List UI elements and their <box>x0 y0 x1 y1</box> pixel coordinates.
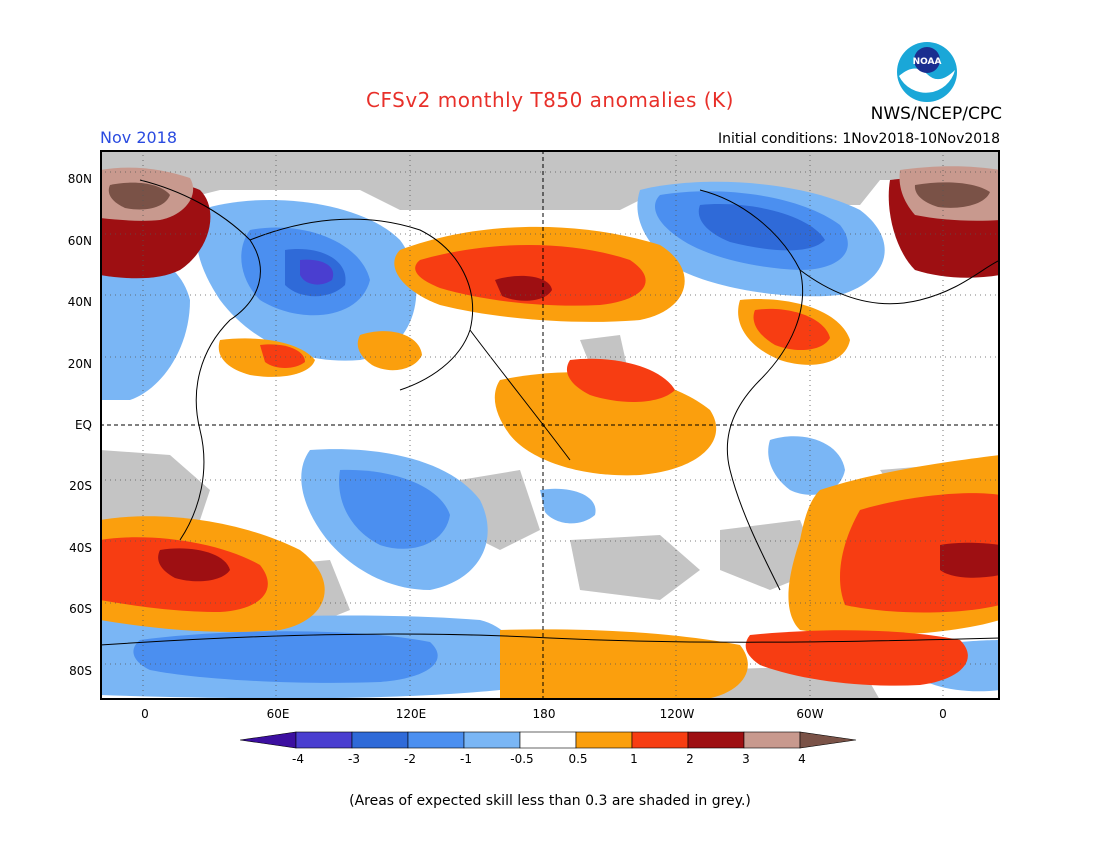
lon-label: 120W <box>659 707 695 721</box>
colorbar-swatch <box>351 731 409 749</box>
colorbar-arrow-left <box>240 731 297 749</box>
colorbar-label: 4 <box>798 752 806 766</box>
colorbar-label: 0.5 <box>568 752 588 766</box>
colorbar-swatch <box>631 731 689 749</box>
coastlines <box>100 179 1000 646</box>
lon-label: 0 <box>939 707 947 721</box>
negative-anomaly-areas <box>100 181 1000 699</box>
lat-label: 40N <box>67 295 92 309</box>
lat-label: 20N <box>67 357 92 371</box>
skill-footnote: (Areas of expected skill less than 0.3 a… <box>349 793 751 809</box>
noaa-logo: NOAA <box>897 42 957 102</box>
colorbar-arrow-right <box>799 731 857 749</box>
org-label: NWS/NCEP/CPC <box>870 104 1002 124</box>
noaa-logo-text: NOAA <box>913 57 942 67</box>
lat-label: 80N <box>67 172 92 186</box>
forecast-month: Nov 2018 <box>100 128 178 147</box>
lon-label: 60E <box>266 707 290 721</box>
colorbar-label: -0.5 <box>510 752 534 766</box>
lat-label: EQ <box>74 418 92 432</box>
colorbar-swatch <box>519 731 577 749</box>
anomaly-map <box>100 150 1000 700</box>
colorbar-swatch <box>575 731 633 749</box>
colorbar-label: -2 <box>404 752 416 766</box>
lat-label: 60N <box>67 234 92 248</box>
map-title: CFSv2 monthly T850 anomalies (K) <box>366 88 734 112</box>
colorbar-swatch <box>295 731 353 749</box>
colorbar-label: 3 <box>742 752 750 766</box>
color-bar <box>240 731 857 749</box>
colorbar-swatch <box>743 731 801 749</box>
initial-conditions: Initial conditions: 1Nov2018-10Nov2018 <box>717 131 1000 147</box>
lon-label: 120E <box>395 707 427 721</box>
arctic-warm-anomaly-areas <box>100 166 1000 279</box>
lat-label: 40S <box>69 541 92 555</box>
lon-label: 0 <box>141 707 149 721</box>
colorbar-label: -1 <box>460 752 472 766</box>
positive-anomaly-areas <box>100 226 1000 700</box>
lat-label: 20S <box>69 479 92 493</box>
colorbar-swatch <box>687 731 745 749</box>
lat-label: 60S <box>69 602 92 616</box>
colorbar-swatch <box>407 731 465 749</box>
colorbar-label: -4 <box>292 752 304 766</box>
lat-label: 80S <box>69 664 92 678</box>
map-frame <box>100 150 1000 700</box>
lon-label: 180 <box>532 707 556 721</box>
colorbar-label: 2 <box>686 752 694 766</box>
colorbar-swatch <box>463 731 521 749</box>
colorbar-label: -3 <box>348 752 360 766</box>
colorbar-label: 1 <box>630 752 638 766</box>
lon-label: 60W <box>796 707 824 721</box>
